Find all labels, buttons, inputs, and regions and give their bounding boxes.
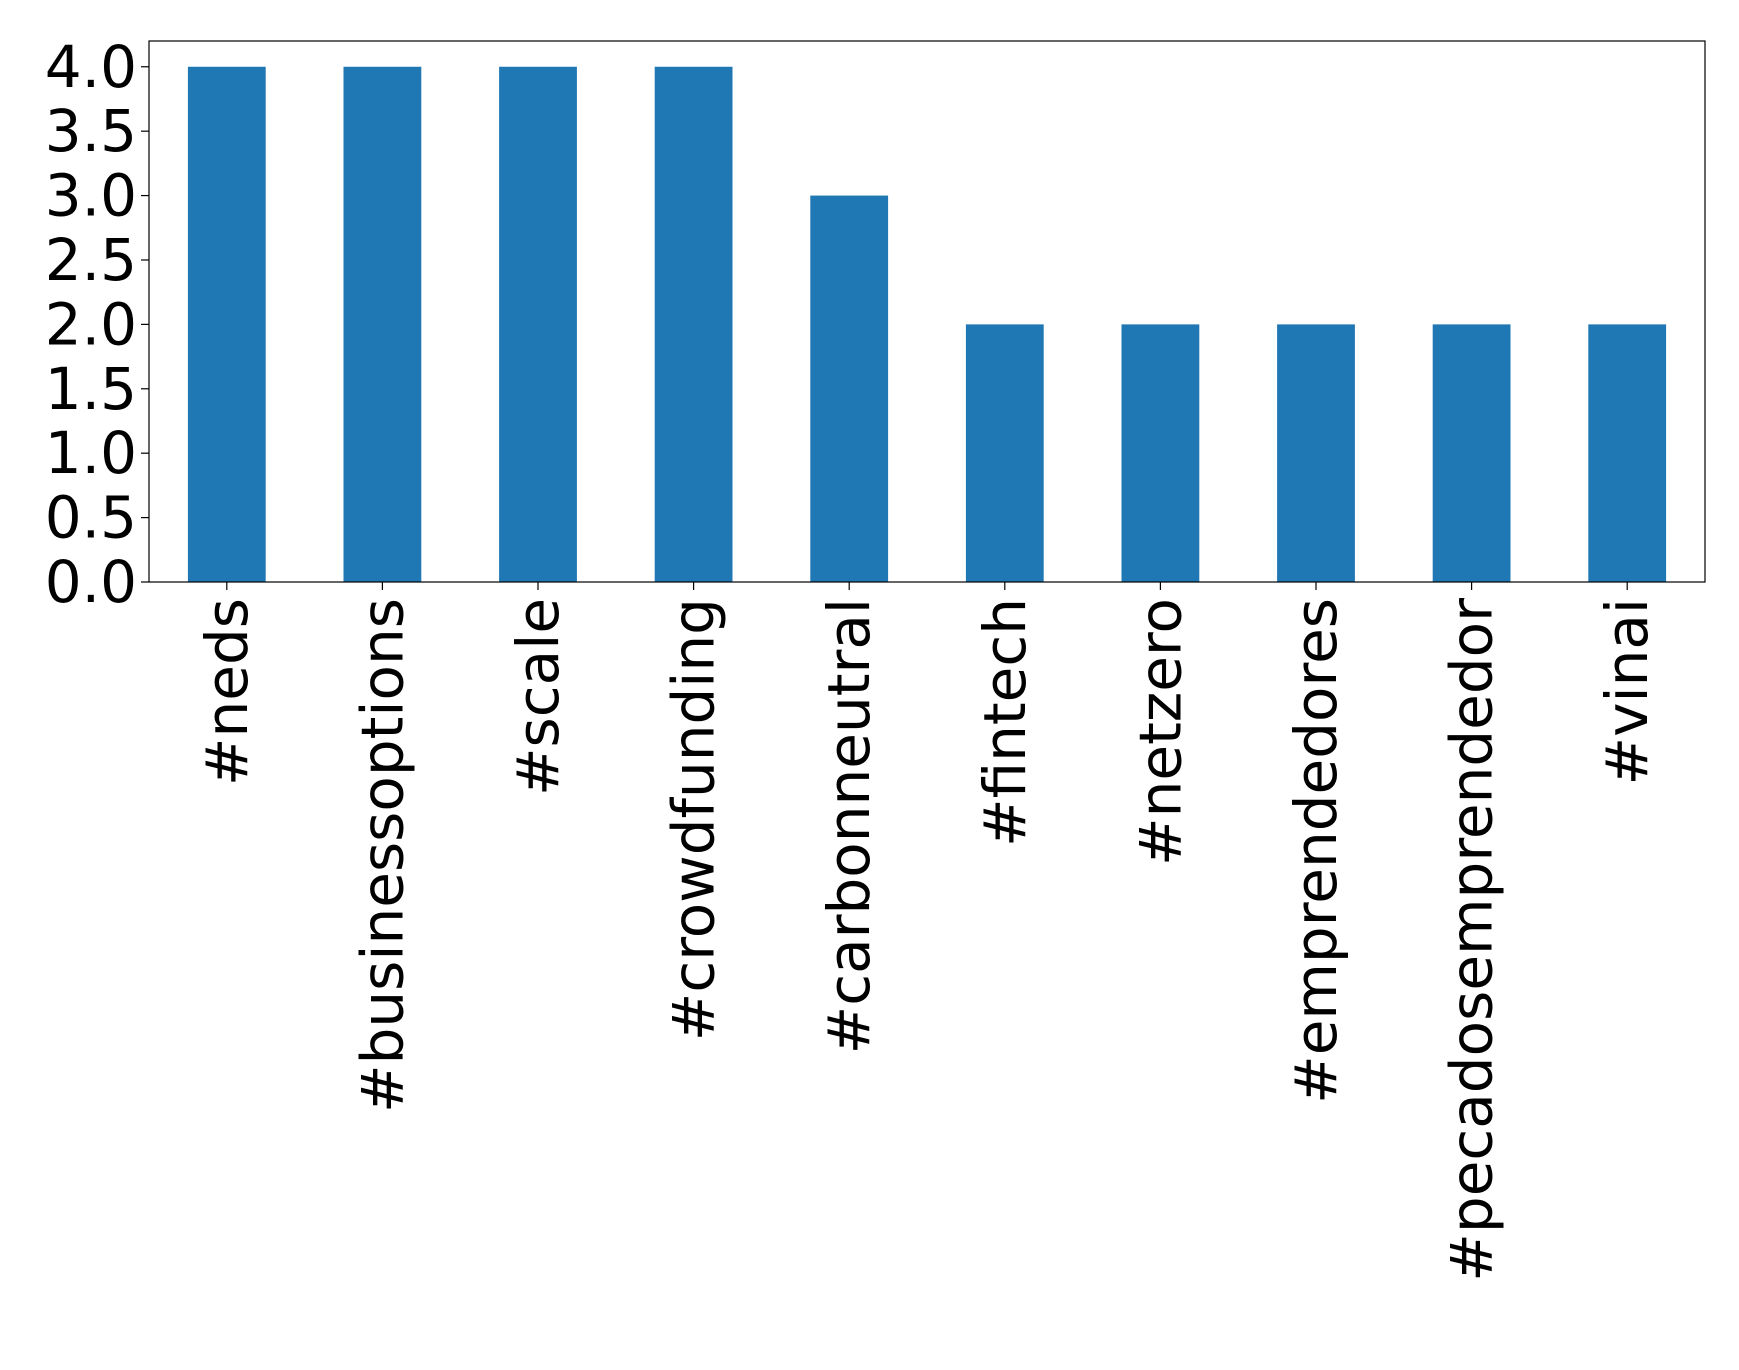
y-tick-label: 0.0 [45,548,137,616]
bars-layer [187,66,1667,582]
bar-fintech [965,324,1044,582]
x-tick-label: #carbonneutral [815,598,883,1054]
x-axis: #neds #businessoptions #scale #crowdfunding… [193,582,1661,1282]
bar-emprendedores [1277,324,1355,582]
y-tick-label: 1.5 [45,355,137,423]
bar-netzero [1121,324,1200,582]
bar-carbonneutral [810,195,889,582]
y-tick-label: 4.0 [45,33,137,101]
x-tick-label: #emprendedores [1282,598,1350,1104]
x-tick-label: #vinai [1593,598,1661,785]
y-tick-label: 3.5 [45,97,137,165]
bar-scale [499,66,577,582]
y-tick-label: 3.0 [45,162,137,230]
y-tick-label: 2.0 [45,290,137,358]
x-tick-label: #fintech [971,598,1039,847]
x-tick-label: #crowdfunding [660,598,728,1041]
bar-pecadosemprendedor [1432,324,1511,582]
y-tick-label: 1.0 [45,419,137,487]
x-tick-label: #scale [504,598,572,796]
x-tick-label: #neds [193,598,261,786]
y-axis: 0.00.51.01.52.02.53.03.54.0 [45,33,149,616]
bar-vinai [1588,324,1667,582]
x-tick-label: #pecadosemprendedor [1438,598,1506,1282]
bar-crowdfunding [654,66,733,582]
plot-frame [148,40,1706,583]
x-tick-label: #businessoptions [348,598,416,1113]
y-tick-label: 0.5 [45,484,137,552]
bar-neds [187,66,266,582]
x-tick-label: #netzero [1126,598,1194,866]
y-tick-label: 2.5 [45,226,137,294]
bar-businessoptions [343,66,422,582]
